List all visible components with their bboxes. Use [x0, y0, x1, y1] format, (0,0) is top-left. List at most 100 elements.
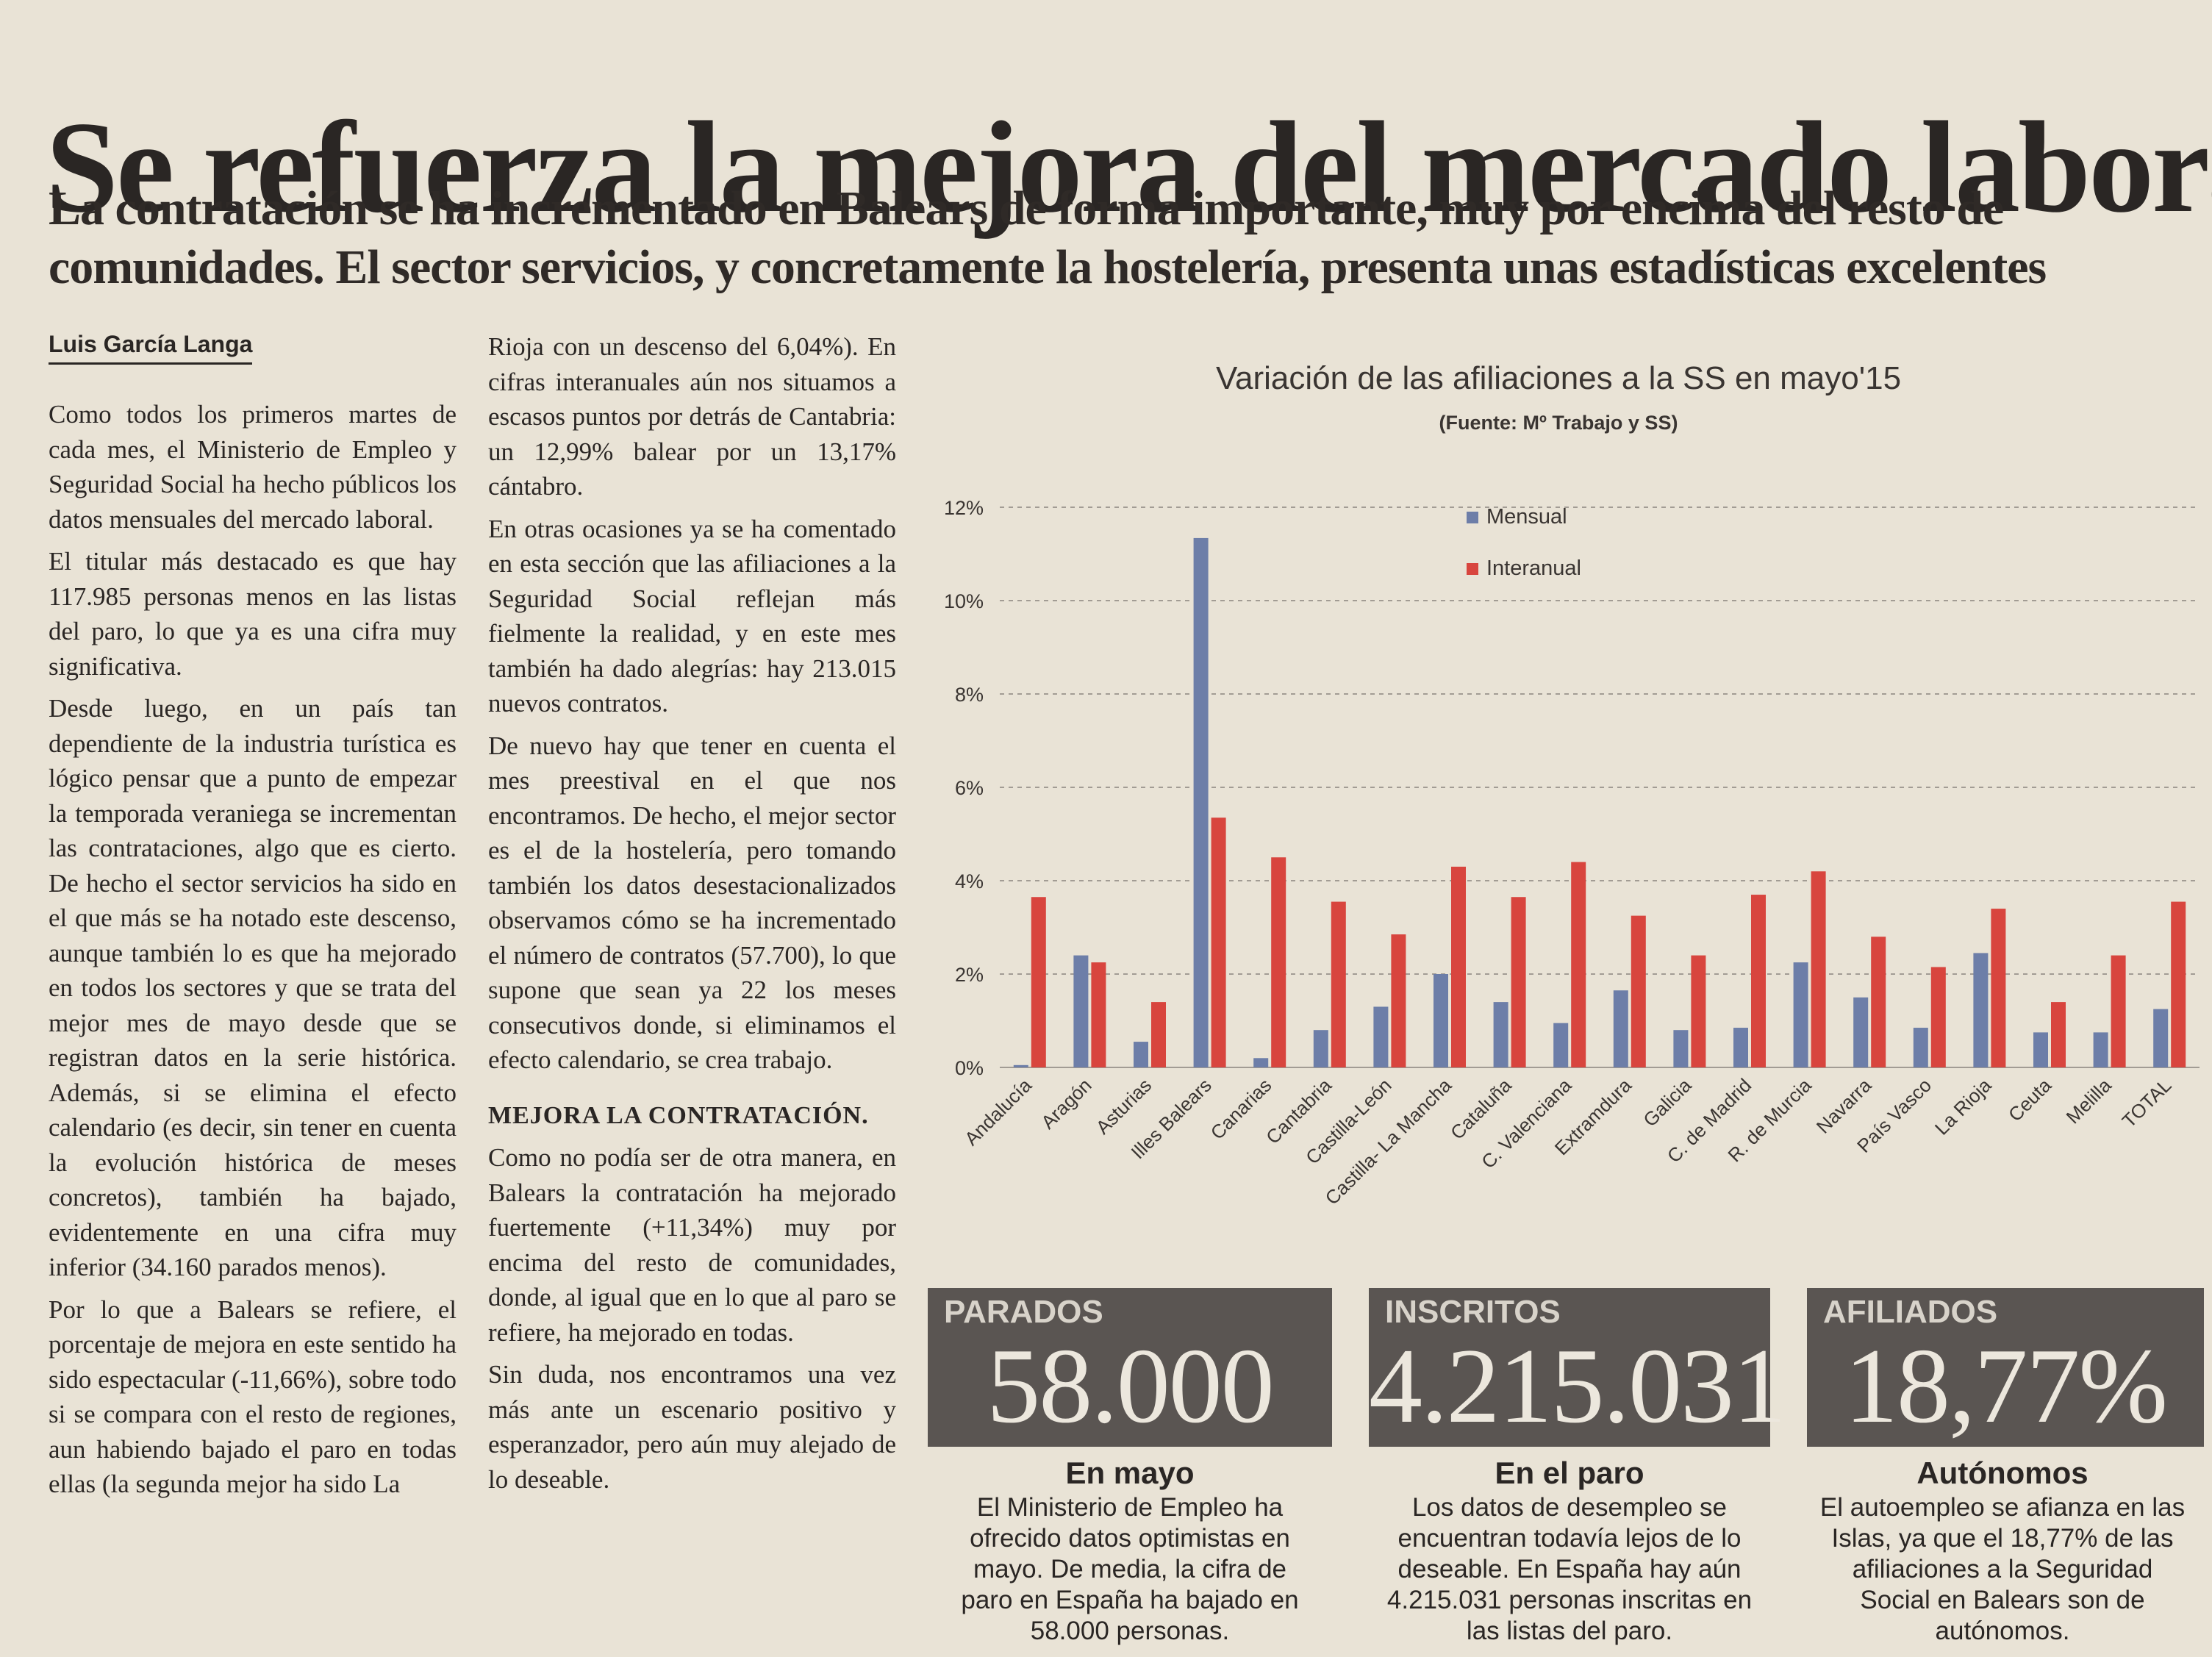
bar-mensual	[2153, 1009, 2169, 1067]
bar-mensual	[1253, 1058, 1269, 1067]
bar-mensual	[1493, 1002, 1508, 1067]
caption-line: autónomos.	[1935, 1617, 2070, 1645]
stat-caption-afiliados: Autónomos El autoempleo se afianza en la…	[1794, 1454, 2211, 1647]
chart-title: Variación de las afiliaciones a la SS en…	[1215, 360, 1902, 396]
deck-line-1: La contratación se ha incrementado en Ba…	[49, 182, 2004, 235]
bar-interanual	[1451, 866, 1466, 1067]
caption-line: Islas, ya que el 18,77% de las	[1831, 1524, 2174, 1553]
bar-interanual	[1391, 934, 1406, 1067]
y-tick-label: 6%	[955, 777, 984, 799]
article-column-2: Rioja con un descenso del 6,04%). En cif…	[488, 329, 896, 1504]
paragraph: Por lo que a Balears se refiere, el porc…	[49, 1295, 457, 1499]
caption-line: 58.000 personas.	[1030, 1617, 1230, 1645]
stat-value: 58.000	[987, 1326, 1275, 1445]
bar-mensual	[1733, 1028, 1748, 1067]
x-tick-label: Aragón	[1037, 1074, 1095, 1133]
bar-mensual	[1313, 1030, 1328, 1067]
bar-interanual	[1511, 897, 1526, 1067]
caption-line: afiliaciones a la Seguridad	[1852, 1555, 2153, 1583]
caption-line: mayo. De media, la cifra de	[973, 1555, 1286, 1583]
y-tick-label: 10%	[944, 590, 984, 612]
caption-line: Social en Balears son de	[1860, 1586, 2145, 1614]
paragraph: Como no podía ser de otra manera, en Bal…	[488, 1143, 896, 1347]
stat-caption-inscritos: En el paro Los datos de desempleo se enc…	[1369, 1454, 1770, 1647]
bar-mensual	[1433, 974, 1448, 1067]
subheading: MEJORA LA CONTRATACIÓN.	[488, 1101, 869, 1129]
bar-mensual	[1013, 1064, 1028, 1067]
x-tick-label: Andalucía	[960, 1074, 1036, 1150]
article-column-1: Como todos los primeros martes de cada m…	[49, 397, 457, 1509]
bar-mensual	[1913, 1028, 1928, 1067]
bar-interanual	[2171, 901, 2186, 1067]
x-tick-label: Galicia	[1639, 1074, 1696, 1131]
paragraph: Sin duda, nos encontramos una vez más an…	[488, 1360, 896, 1494]
caption-title: En el paro	[1495, 1456, 1644, 1490]
bar-interanual	[1691, 955, 1706, 1067]
bar-mensual	[1613, 990, 1628, 1067]
legend-label: Interanual	[1486, 556, 1581, 580]
bar-interanual	[1211, 817, 1226, 1067]
bar-interanual	[1631, 915, 1646, 1067]
caption-line: Los datos de desempleo se	[1411, 1493, 1728, 1522]
bar-interanual	[2111, 955, 2126, 1067]
paragraph: Rioja con un descenso del 6,04%). En cif…	[488, 332, 896, 501]
bar-interanual	[1930, 967, 1946, 1067]
paragraph: Desde luego, en un país tan dependiente …	[49, 694, 457, 1281]
caption-line: encuentran todavía lejos de lo	[1397, 1524, 1742, 1553]
x-tick-label: Ceuta	[2004, 1074, 2056, 1126]
bar-interanual	[2051, 1002, 2066, 1067]
bar-mensual	[2093, 1032, 2108, 1067]
headline: Se refuerza la mejora del mercado labora…	[46, 94, 2212, 240]
caption-line: paro en España ha bajado en	[961, 1586, 1299, 1614]
bar-interanual	[1271, 857, 1286, 1067]
caption-line: 4.215.031 personas inscritas en	[1386, 1586, 1753, 1614]
bar-interanual	[1871, 937, 1886, 1067]
legend-swatch	[1467, 512, 1478, 523]
stat-value: 18,77%	[1844, 1326, 2168, 1445]
paragraph: El titular más destacado es que hay 117.…	[49, 547, 457, 681]
x-tick-label: La Rioja	[1930, 1074, 1996, 1139]
bar-interanual	[1571, 862, 1586, 1067]
bar-interanual	[1751, 895, 1766, 1067]
caption-title: Autónomos	[1916, 1456, 2088, 1490]
bar-mensual	[1973, 953, 1989, 1067]
affiliation-bar-chart: 0%2%4%6%8%10%12%Andalucía AragónAsturiasI…	[944, 497, 2200, 1209]
bar-mensual	[2033, 1032, 2048, 1067]
stat-label: INSCRITOS	[1385, 1294, 1561, 1330]
y-tick-label: 12%	[944, 497, 984, 519]
stat-label: AFILIADOS	[1823, 1294, 1998, 1330]
stat-box-parados: PARADOS 58.000	[928, 1288, 1332, 1447]
stat-label: PARADOS	[944, 1294, 1103, 1330]
caption-line: El Ministerio de Empleo ha	[976, 1493, 1284, 1522]
deck: La contratación se ha incrementado en Ba…	[49, 179, 2180, 297]
legend-swatch	[1467, 563, 1478, 575]
stat-value: 4.215.031	[1369, 1326, 1786, 1445]
bar-mensual	[1793, 962, 1808, 1067]
bar-mensual	[1193, 537, 1209, 1067]
caption-title: En mayo	[1065, 1456, 1195, 1490]
y-tick-label: 4%	[955, 870, 984, 892]
chart-source: (Fuente: Mº Trabajo y SS)	[1439, 412, 1678, 434]
paragraph: Como todos los primeros martes de cada m…	[49, 400, 457, 534]
bar-mensual	[1373, 1006, 1389, 1067]
stat-box-inscritos: INSCRITOS 4.215.031	[1369, 1288, 1786, 1447]
bar-mensual	[1073, 955, 1089, 1067]
caption-line: deseable. En España hay aún	[1397, 1555, 1742, 1583]
deck-line-2: comunidades. El sector servicios, y conc…	[49, 240, 2047, 294]
y-tick-label: 0%	[955, 1057, 984, 1079]
stat-caption-parados: En mayo El Ministerio de Empleo ha ofrec…	[928, 1454, 1332, 1647]
bar-mensual	[1853, 997, 1869, 1067]
caption-line: las listas del paro.	[1466, 1617, 1673, 1645]
x-tick-label: TOTAL	[2118, 1074, 2176, 1132]
bar-interanual	[1991, 909, 2006, 1067]
bar-interanual	[1331, 901, 1346, 1067]
bar-interanual	[1811, 871, 1826, 1067]
paragraph: De nuevo hay que tener en cuenta el mes …	[488, 731, 896, 1075]
bar-interanual	[1031, 897, 1046, 1067]
stat-box-afiliados: AFILIADOS 18,77%	[1807, 1288, 2204, 1447]
bar-mensual	[1134, 1042, 1148, 1067]
bar-mensual	[1673, 1030, 1689, 1067]
x-tick-label: Melilla	[2062, 1074, 2116, 1128]
bar-interanual	[1151, 1002, 1166, 1067]
y-tick-label: 2%	[955, 964, 984, 986]
